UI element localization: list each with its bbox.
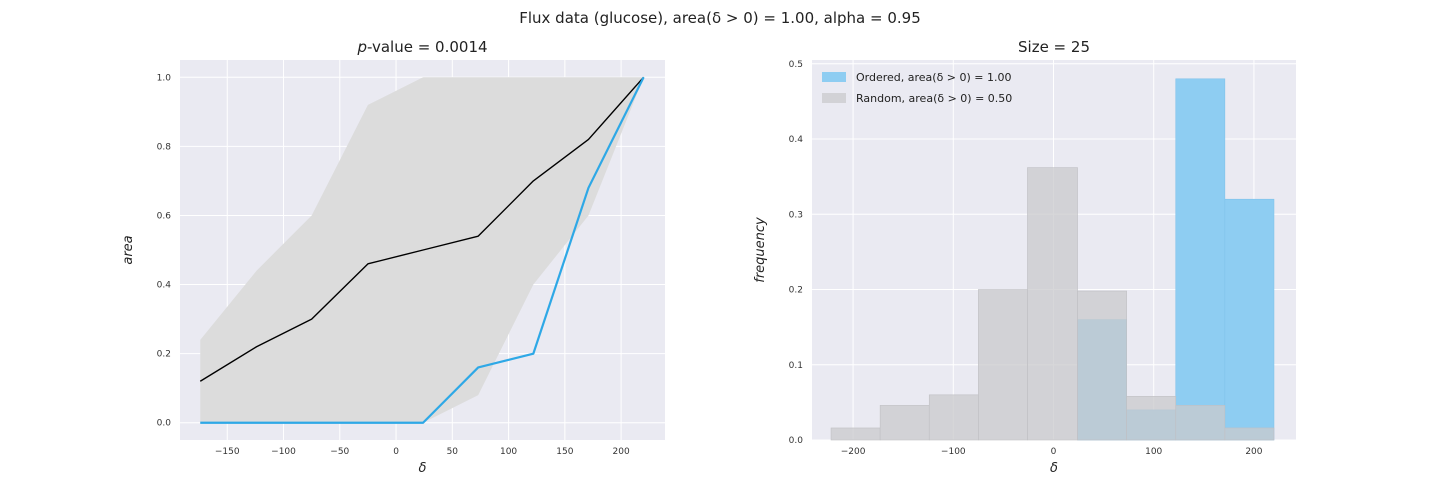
left-series-lines bbox=[199, 76, 645, 424]
y-tick-label: 0.0 bbox=[157, 419, 172, 429]
y-tick-label: 1.0 bbox=[157, 73, 172, 83]
y-tick-label: 0.8 bbox=[157, 142, 172, 152]
left-y-tick-labels: 0.0 0.2 0.4 0.6 0.8 1.0 bbox=[157, 73, 172, 428]
y-tick-label: 0.5 bbox=[789, 60, 803, 70]
y-tick-label: 0.3 bbox=[789, 210, 803, 220]
right-y-tick-labels: 0.0 0.1 0.2 0.3 0.4 0.5 bbox=[789, 60, 804, 446]
x-tick-label: 0 bbox=[393, 447, 399, 457]
y-tick-label: 0.1 bbox=[789, 361, 803, 371]
right-plot-panel: −200 −100 0 100 200 0.0 0.1 0.2 0.3 0.4 0.5 Size … bbox=[753, 38, 1296, 476]
legend-label-random: Random, area(δ > 0) = 0.50 bbox=[856, 92, 1012, 105]
x-tick-label: −100 bbox=[271, 447, 296, 457]
random-bar bbox=[928, 394, 979, 441]
right-x-axis-label: δ bbox=[1050, 461, 1058, 476]
x-tick-label: −200 bbox=[841, 447, 866, 457]
x-tick-label: 150 bbox=[556, 447, 573, 457]
random-bar bbox=[1126, 396, 1177, 441]
ordered-bar bbox=[1175, 78, 1226, 441]
x-tick-label: −50 bbox=[330, 447, 349, 457]
x-tick-label: 100 bbox=[1145, 447, 1162, 457]
figure-suptitle: Flux data (glucose), area(δ > 0) = 1.00,… bbox=[519, 9, 921, 27]
random-bar bbox=[978, 289, 1028, 441]
black-area-line bbox=[199, 76, 645, 382]
y-tick-label: 0.2 bbox=[789, 286, 803, 296]
y-tick-label: 0.2 bbox=[157, 350, 171, 360]
histogram-bars bbox=[830, 78, 1275, 441]
random-bar bbox=[1224, 427, 1275, 441]
left-plot-panel: −150 −100 −50 0 50 100 150 200 0.0 0.2 0.4 0.6 0.8 1… bbox=[121, 38, 665, 476]
random-bar bbox=[1027, 167, 1078, 441]
blue-area-line bbox=[200, 76, 645, 424]
x-tick-label: 0 bbox=[1051, 447, 1057, 457]
ordered-bar bbox=[1224, 198, 1275, 441]
right-panel-title: Size = 25 bbox=[1018, 38, 1090, 56]
left-title-p: p bbox=[356, 38, 367, 56]
random-bar bbox=[1175, 405, 1226, 441]
legend-swatch-random bbox=[822, 93, 846, 103]
legend: Ordered, area(δ > 0) = 1.00 Random, area(… bbox=[822, 71, 1012, 105]
legend-swatch-ordered bbox=[822, 72, 846, 82]
x-tick-label: 100 bbox=[500, 447, 517, 457]
right-x-tick-labels: −200 −100 0 100 200 bbox=[841, 447, 1263, 457]
left-title-rest: -value = 0.0014 bbox=[367, 38, 488, 56]
right-y-axis-label: frequency bbox=[753, 217, 768, 283]
left-x-axis-label: δ bbox=[419, 461, 427, 476]
random-bar bbox=[879, 405, 930, 441]
left-y-axis-label: area bbox=[121, 235, 136, 264]
left-panel-title: p-value = 0.0014 bbox=[356, 38, 487, 56]
y-tick-label: 0.0 bbox=[789, 436, 804, 446]
legend-label-ordered: Ordered, area(δ > 0) = 1.00 bbox=[856, 71, 1012, 84]
y-tick-label: 0.4 bbox=[157, 281, 172, 291]
left-x-tick-labels: −150 −100 −50 0 50 100 150 200 bbox=[215, 447, 630, 457]
x-tick-label: 200 bbox=[613, 447, 630, 457]
random-bar bbox=[1077, 290, 1127, 441]
x-tick-label: −100 bbox=[941, 447, 966, 457]
y-tick-label: 0.6 bbox=[157, 211, 172, 221]
random-bar bbox=[830, 427, 881, 441]
y-tick-label: 0.4 bbox=[789, 135, 804, 145]
x-tick-label: 50 bbox=[447, 447, 459, 457]
x-tick-label: −150 bbox=[215, 447, 240, 457]
x-tick-label: 200 bbox=[1245, 447, 1262, 457]
